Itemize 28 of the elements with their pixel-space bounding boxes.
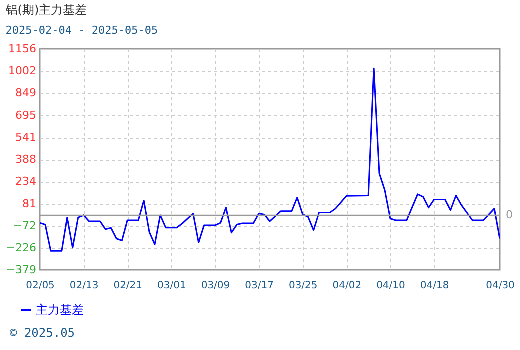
x-tick-label: 02/13 <box>70 280 99 292</box>
x-tick-label: 03/09 <box>201 280 230 292</box>
x-tick-label: 03/17 <box>245 280 274 292</box>
y-tick-label: 541 <box>16 131 36 144</box>
x-tick-label: 04/30 <box>486 280 515 292</box>
y-tick-label: 849 <box>16 86 36 100</box>
y-tick-label: 1002 <box>8 64 36 78</box>
x-tick-label: 02/05 <box>26 280 55 292</box>
x-tick-label: 03/01 <box>158 280 186 292</box>
line-series <box>40 68 500 252</box>
x-tick-label: 03/25 <box>288 280 318 292</box>
y-tick-label: −379 <box>6 264 36 276</box>
text: © 2025.05 <box>10 326 76 340</box>
y-tick-label: 695 <box>16 108 36 122</box>
y-tick-label: 388 <box>16 153 36 166</box>
legend-label: 主力基差 <box>36 303 84 317</box>
x-tick-label: 04/18 <box>420 280 450 292</box>
y-tick-label: 81 <box>22 197 36 210</box>
y-tick-label: −226 <box>6 241 36 254</box>
chart-subtitle: 2025-02-04 - 2025-05-05 <box>6 24 158 37</box>
x-tick-label: 04/02 <box>332 280 362 292</box>
y-tick-label: −72 <box>13 219 36 232</box>
y-tick-label: 234 <box>16 175 36 188</box>
x-tick-label: 02/21 <box>114 280 143 292</box>
y-tick-label: 1156 <box>8 42 36 56</box>
chart-title: 铝(期)主力基差 <box>4 3 88 17</box>
ref-line-label: 0 <box>506 208 513 222</box>
x-tick-label: 04/10 <box>376 280 406 292</box>
